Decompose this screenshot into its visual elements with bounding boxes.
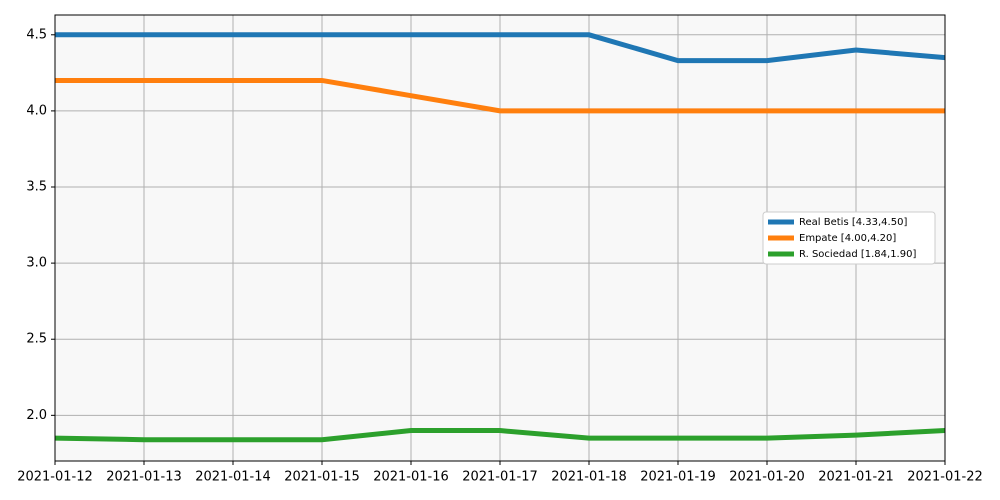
legend-label: R. Sociedad [1.84,1.90] [799, 249, 916, 260]
x-tick-label: 2021-01-21 [818, 470, 894, 485]
x-tick-label: 2021-01-12 [17, 470, 93, 485]
x-tick-label: 2021-01-22 [907, 470, 983, 485]
x-tick-label: 2021-01-14 [195, 470, 271, 485]
x-tick-label: 2021-01-13 [106, 470, 182, 485]
line [55, 32, 946, 64]
y-tick-label: 3.5 [26, 180, 47, 195]
legend [762, 211, 936, 265]
x-tick-label: 2021-01-20 [729, 470, 805, 485]
frame [54, 14, 946, 462]
y-tick-label: 4.5 [26, 27, 47, 42]
line [54, 428, 946, 443]
legend-label: Real Betis [4.33,4.50] [799, 217, 907, 228]
x-tick-label: 2021-01-19 [640, 470, 716, 485]
y-tick-label: 2.0 [26, 408, 47, 423]
x-tick-label: 2021-01-15 [284, 470, 360, 485]
line [55, 77, 945, 114]
y-tick-label: 2.5 [26, 332, 47, 347]
legend-label: Empate [4.00,4.20] [799, 233, 896, 244]
y-tick-label: 3.0 [26, 256, 47, 271]
y-tick-label: 4.0 [26, 103, 47, 118]
x-tick-label: 2021-01-17 [462, 470, 538, 485]
x-tick-label: 2021-01-16 [373, 470, 449, 485]
x-tick-label: 2021-01-18 [551, 470, 627, 485]
